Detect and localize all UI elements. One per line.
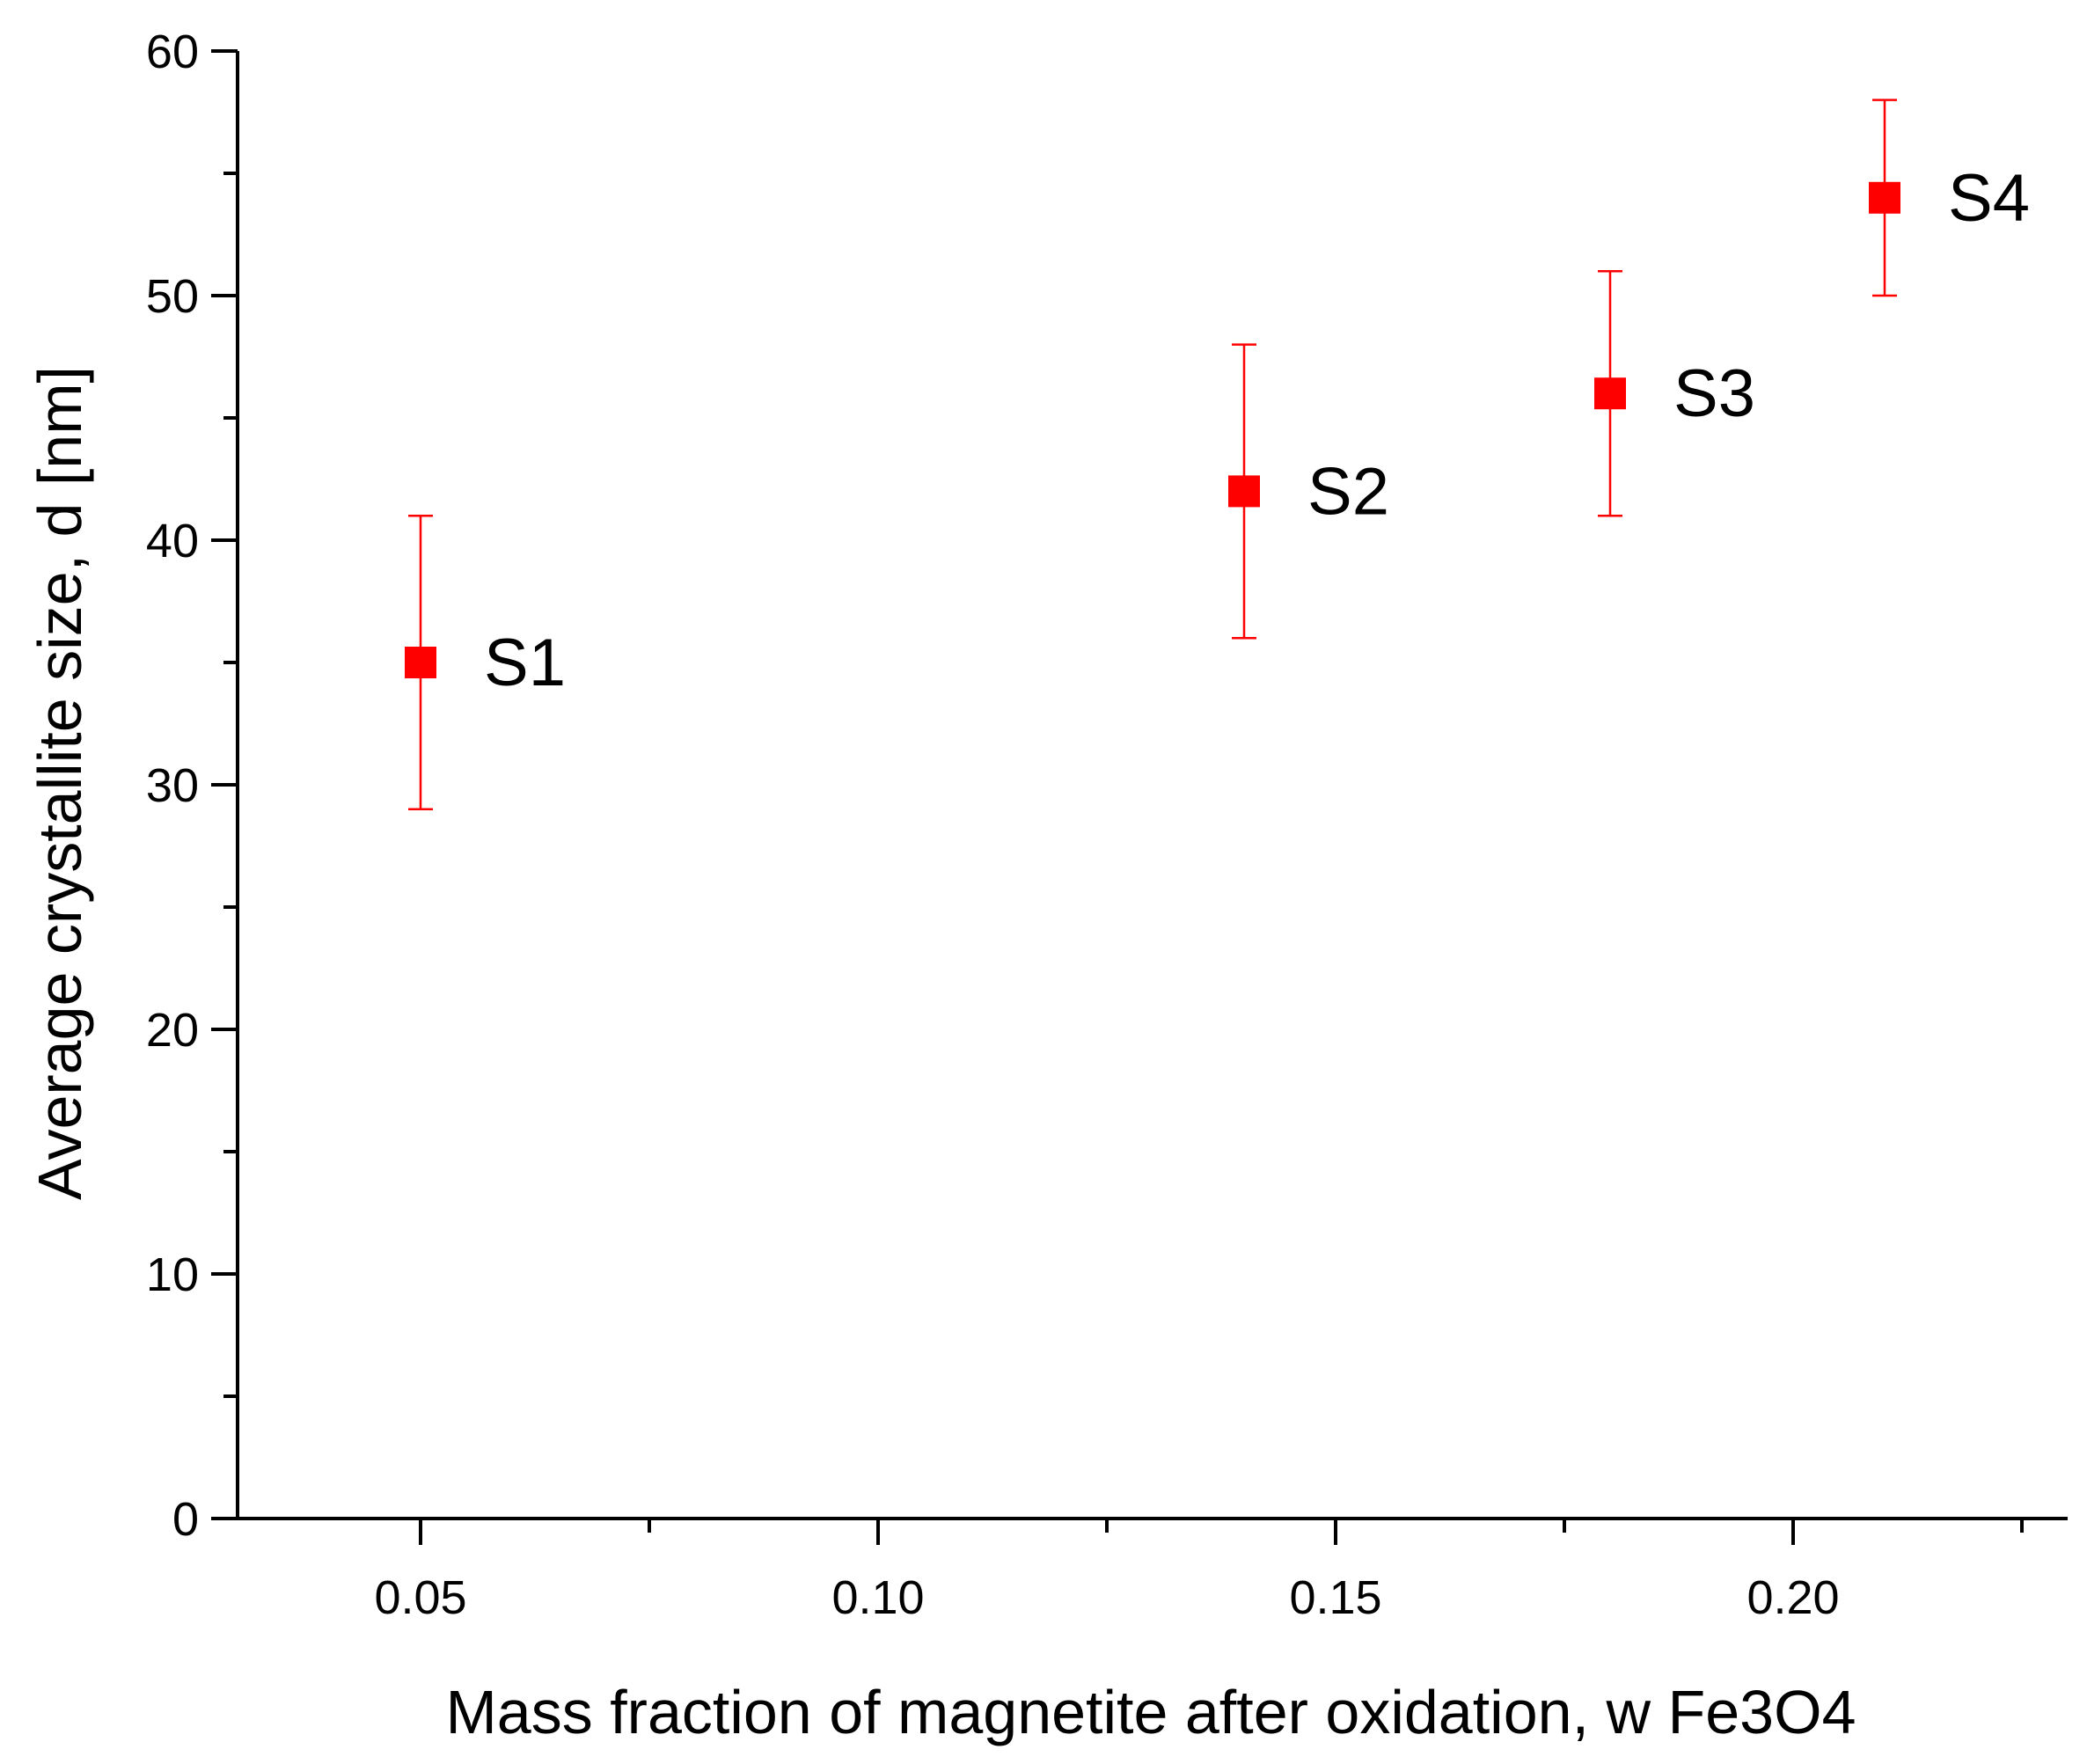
ticks: 0 10 20 30 40 50 60 0.05 0.10 0.15 0.20 xyxy=(146,26,2024,1624)
y-tick-label: 30 xyxy=(146,759,199,812)
point-labels: S1 S2 S3 S4 xyxy=(484,161,2030,700)
y-tick-label: 60 xyxy=(146,26,199,78)
x-tick-label: 0.05 xyxy=(374,1571,466,1624)
point-label-s1: S1 xyxy=(484,626,566,700)
point-label-s2: S2 xyxy=(1307,454,1389,529)
data-point-s2 xyxy=(1228,475,1260,508)
x-axis-title: Mass fraction of magnetite after oxidati… xyxy=(446,1678,1856,1746)
x-tick-label: 0.10 xyxy=(831,1571,924,1624)
data-point-s1 xyxy=(405,647,436,678)
y-tick-label: 40 xyxy=(146,515,199,567)
x-tick-label: 0.20 xyxy=(1746,1571,1839,1624)
y-tick-label: 20 xyxy=(146,1004,199,1057)
data-points xyxy=(405,181,1900,678)
point-label-s4: S4 xyxy=(1948,161,2030,236)
y-tick-label: 10 xyxy=(146,1248,199,1301)
data-point-s3 xyxy=(1594,377,1626,410)
axes xyxy=(236,51,2068,1520)
y-tick-label: 50 xyxy=(146,270,199,323)
x-tick-label: 0.15 xyxy=(1289,1571,1381,1624)
error-bars xyxy=(408,99,1897,811)
y-axis-title: Average crystallite size, d [nm] xyxy=(26,366,94,1200)
y-tick-label: 0 xyxy=(172,1493,199,1546)
point-label-s3: S3 xyxy=(1673,356,1755,431)
data-point-s4 xyxy=(1869,181,1900,214)
